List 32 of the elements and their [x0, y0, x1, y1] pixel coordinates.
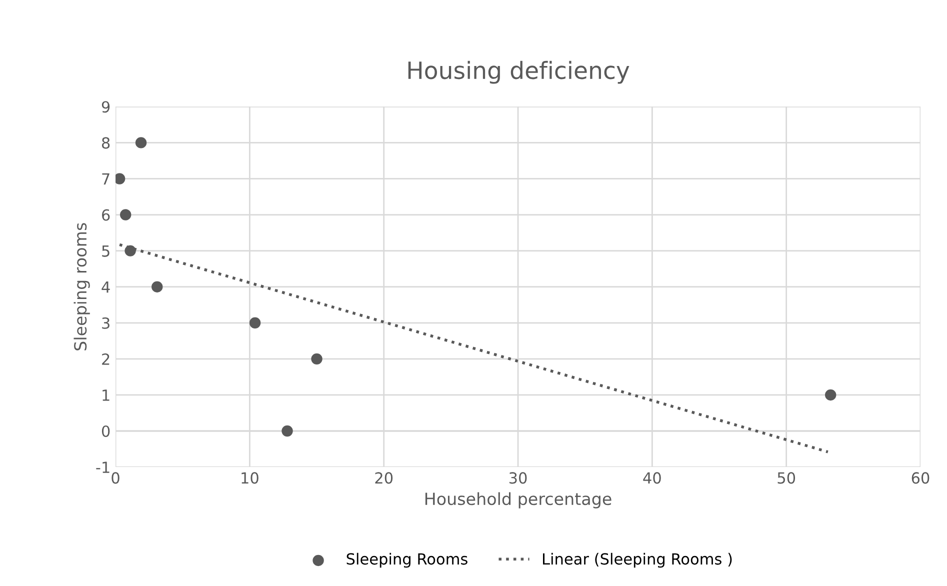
point: [124, 245, 136, 256]
point: [116, 173, 126, 184]
x-tick-label: 60: [912, 472, 930, 484]
x-tick-label: 0: [112, 472, 120, 484]
x-tick-label: 10: [242, 472, 258, 484]
point: [249, 317, 261, 328]
point: [824, 389, 836, 401]
x-axis-title: Household percentage: [425, 492, 612, 508]
point: [120, 209, 132, 220]
y-tick-label: 9: [102, 101, 110, 113]
y-axis-title: Sleeping rooms: [74, 223, 90, 350]
y-tick-label: 0: [102, 425, 110, 438]
y-tick-label: 1: [102, 390, 110, 401]
point: [152, 281, 163, 292]
point: [282, 425, 293, 437]
y-tick-label: 7: [102, 173, 110, 185]
x-tick-label: 30: [509, 472, 527, 484]
x-tick-label: 20: [375, 472, 393, 484]
point: [135, 137, 147, 148]
y-tick-label: 4: [102, 282, 110, 293]
legend-label: Sleeping Rooms: [346, 552, 468, 568]
y-tick-label: 5: [102, 245, 110, 257]
y-tick-label: -1: [96, 462, 110, 473]
chart-title: Housing deficiency: [408, 60, 630, 84]
legend-label: Linear (Sleeping Rooms ): [543, 552, 732, 568]
y-tick-label: 6: [102, 209, 110, 221]
y-tick-label: 8: [102, 137, 110, 149]
y-tick-label: 2: [102, 353, 110, 365]
y-tick-label: 3: [102, 317, 110, 329]
point: [311, 353, 322, 365]
x-tick-label: 40: [643, 472, 661, 484]
x-tick-label: 50: [778, 472, 796, 484]
